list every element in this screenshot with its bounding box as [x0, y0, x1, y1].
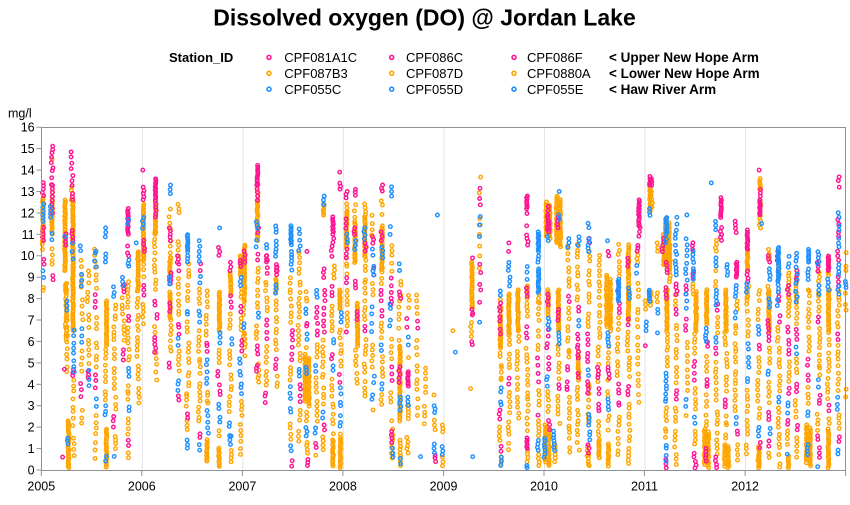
svg-text:5: 5 [28, 356, 35, 370]
svg-text:CPF055C: CPF055C [284, 82, 341, 97]
svg-text:mg/l: mg/l [8, 107, 32, 121]
svg-text:6: 6 [28, 335, 35, 349]
svg-text:CPF0880A: CPF0880A [527, 66, 591, 81]
svg-text:Station_ID: Station_ID [169, 50, 233, 65]
svg-text:CPF055D: CPF055D [406, 82, 463, 97]
svg-text:CPF087D: CPF087D [406, 66, 463, 81]
svg-text:2006: 2006 [128, 479, 156, 493]
svg-text:13: 13 [21, 185, 35, 199]
svg-text:8: 8 [28, 292, 35, 306]
svg-text:2011: 2011 [631, 479, 658, 493]
svg-text:2005: 2005 [27, 479, 55, 493]
svg-text:2: 2 [28, 421, 35, 435]
svg-text:CPF086C: CPF086C [406, 50, 463, 65]
svg-text:9: 9 [28, 271, 35, 285]
svg-text:2007: 2007 [228, 479, 256, 493]
svg-text:2009: 2009 [430, 479, 458, 493]
svg-text:CPF055E: CPF055E [527, 82, 584, 97]
svg-text:11: 11 [22, 228, 35, 242]
svg-text:7: 7 [28, 314, 35, 328]
svg-text:CPF087B3: CPF087B3 [284, 66, 348, 81]
svg-text:10: 10 [21, 249, 35, 263]
svg-text:2008: 2008 [329, 479, 357, 493]
svg-text:CPF081A1C: CPF081A1C [284, 50, 357, 65]
svg-text:1: 1 [28, 442, 35, 456]
svg-text:< Upper New Hope Arm: < Upper New Hope Arm [609, 50, 759, 65]
svg-text:14: 14 [21, 164, 35, 178]
svg-text:4: 4 [28, 378, 35, 392]
svg-text:Dissolved oxygen (DO) @ Jordan: Dissolved oxygen (DO) @ Jordan Lake [213, 5, 635, 31]
svg-text:< Haw River Arm: < Haw River Arm [609, 82, 716, 97]
svg-text:3: 3 [28, 399, 35, 413]
svg-text:16: 16 [21, 121, 35, 135]
svg-text:15: 15 [21, 142, 35, 156]
svg-text:2012: 2012 [731, 479, 759, 493]
svg-text:CPF086F: CPF086F [527, 50, 583, 65]
svg-text:12: 12 [21, 206, 35, 220]
svg-text:0: 0 [28, 464, 35, 478]
svg-text:< Lower New Hope Arm: < Lower New Hope Arm [609, 66, 760, 81]
svg-text:2010: 2010 [530, 479, 558, 493]
